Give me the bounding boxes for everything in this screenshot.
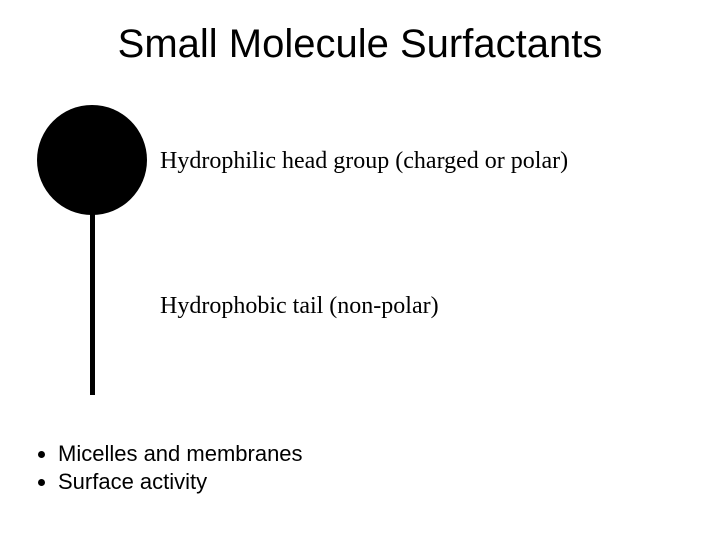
- surfactant-tail-icon: [90, 205, 95, 395]
- head-label: Hydrophilic head group (charged or polar…: [160, 148, 568, 175]
- list-item: Micelles and membranes: [58, 440, 303, 468]
- list-item: Surface activity: [58, 468, 303, 496]
- slide: Small Molecule Surfactants Hydrophilic h…: [0, 0, 720, 540]
- tail-label: Hydrophobic tail (non-polar): [160, 293, 439, 320]
- surfactant-head-icon: [37, 105, 147, 215]
- slide-title: Small Molecule Surfactants: [0, 22, 720, 67]
- bullet-list: Micelles and membranes Surface activity: [34, 440, 303, 495]
